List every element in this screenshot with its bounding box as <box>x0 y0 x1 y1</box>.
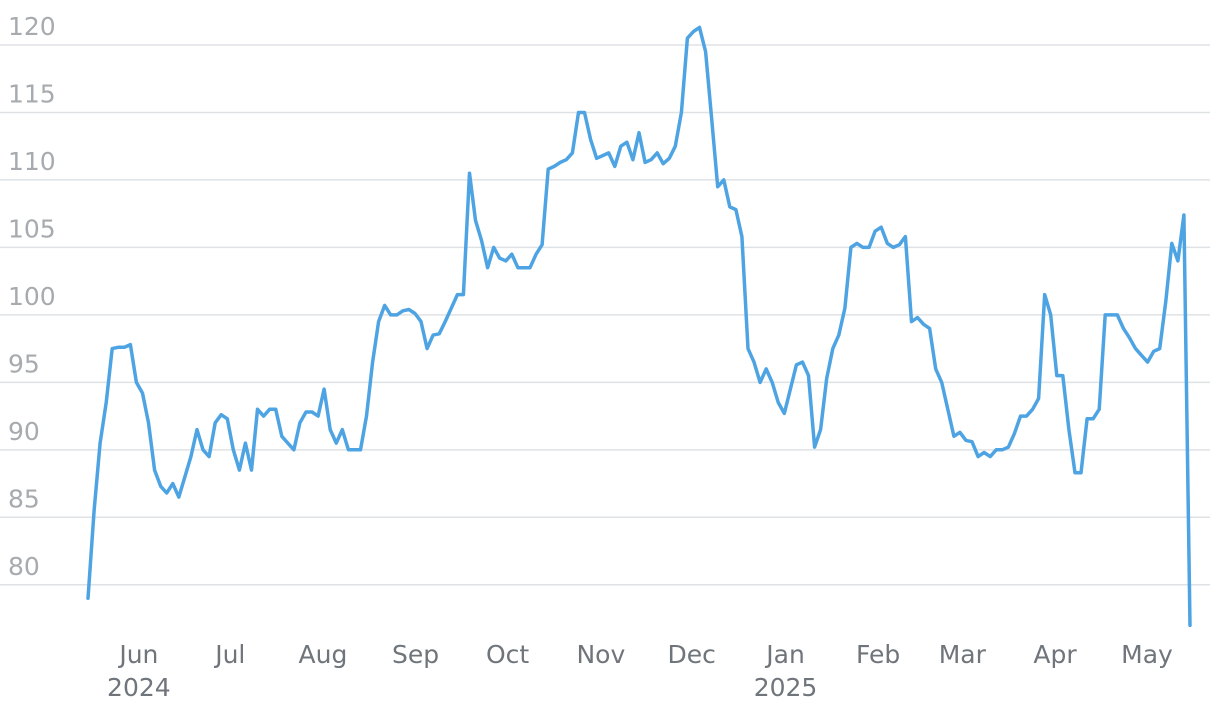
x-tick-label: Jul <box>213 640 245 669</box>
x-tick-label: Aug <box>299 640 348 669</box>
x-tick-label: Apr <box>1033 640 1077 669</box>
y-tick-label: 95 <box>8 349 40 378</box>
x-tick-label: Nov <box>576 640 625 669</box>
y-tick-label: 115 <box>8 79 56 108</box>
line <box>86 25 1192 628</box>
y-tick-label: 110 <box>8 147 56 176</box>
x-tick-label: Feb <box>856 640 900 669</box>
x-tick-label: Jun <box>117 640 158 669</box>
y-tick-label: 105 <box>8 214 56 243</box>
x-tick-label: Jan <box>764 640 805 669</box>
y-tick-label: 90 <box>8 417 40 446</box>
y-tick-label: 85 <box>8 484 40 513</box>
x-tick-label: May <box>1121 640 1173 669</box>
x-tick-label: Sep <box>392 640 439 669</box>
x-tick-label: Dec <box>667 640 715 669</box>
y-tick-label: 100 <box>8 282 56 311</box>
y-tick-label: 120 <box>8 12 56 41</box>
x-year-label: 2025 <box>754 673 818 702</box>
x-tick-label: Mar <box>939 640 987 669</box>
x-year-label: 2024 <box>107 673 171 702</box>
x-tick-label: Oct <box>486 640 529 669</box>
y-tick-label: 80 <box>8 552 40 581</box>
